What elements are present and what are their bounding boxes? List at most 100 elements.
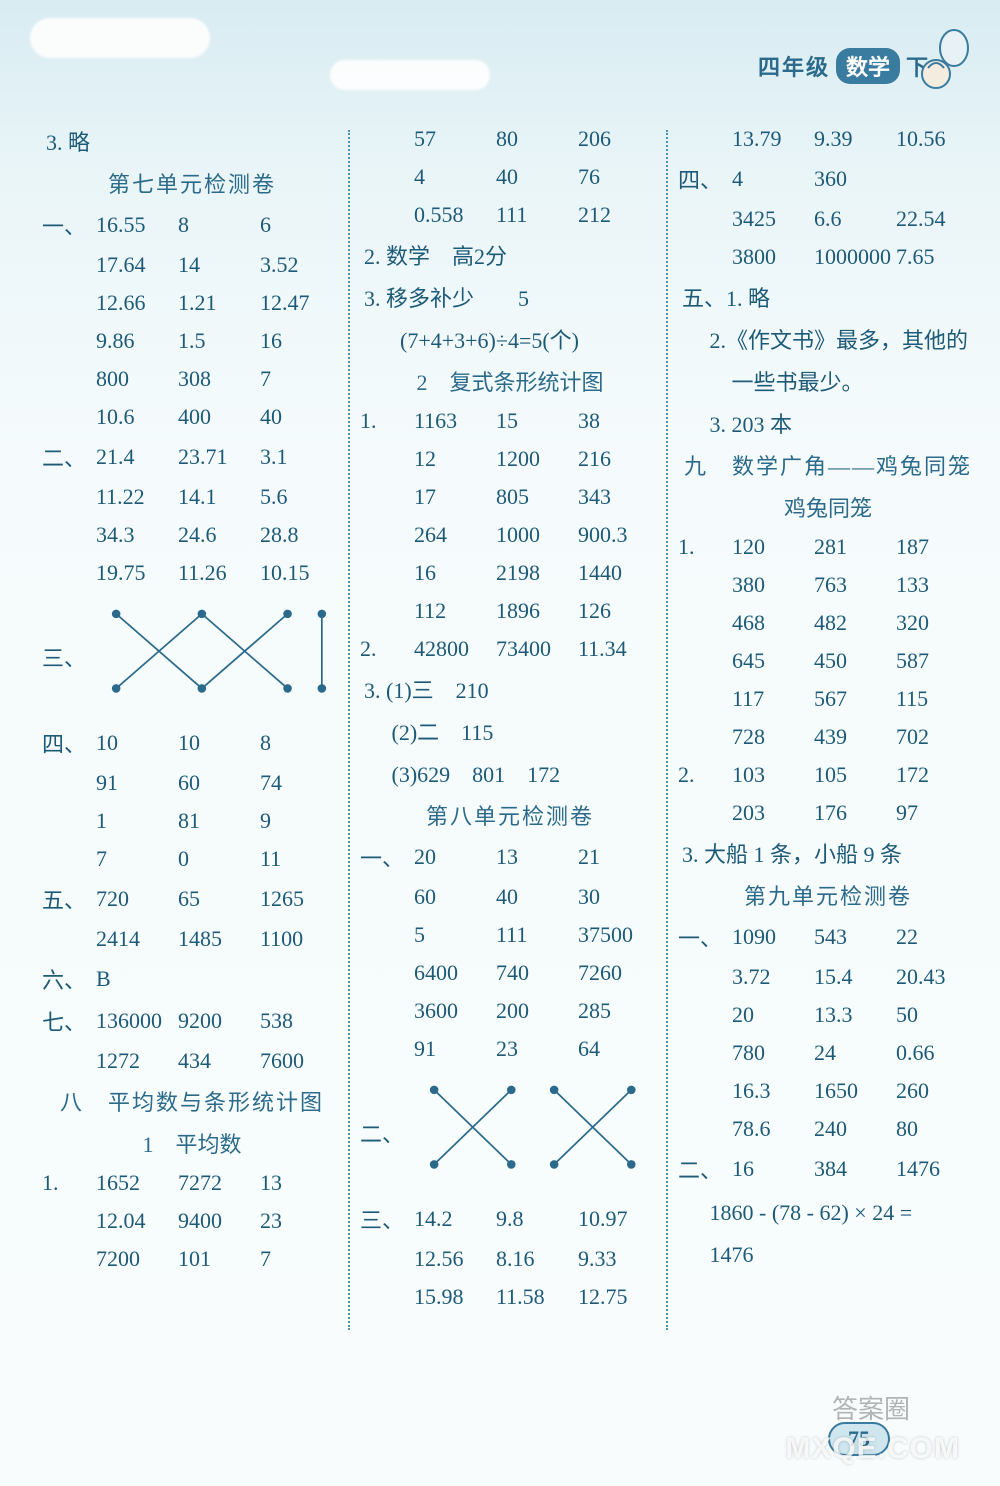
answer-cell: 543 xyxy=(814,924,896,950)
answer-cell: 172 xyxy=(896,762,978,788)
answer-cell: 6400 xyxy=(414,960,496,986)
answer-cell: 728 xyxy=(732,724,814,750)
answer-cell: 763 xyxy=(814,572,896,598)
answer-cell: 9.39 xyxy=(814,126,896,152)
answer-cell: 7200 xyxy=(96,1246,178,1272)
answer-cell: 40 xyxy=(260,404,342,430)
answer-row: 1.1652727213 xyxy=(42,1169,342,1197)
answer-row: 64007407260 xyxy=(360,959,660,987)
answer-cell: 34.3 xyxy=(96,522,178,548)
answer-cell: 8 xyxy=(260,730,342,756)
answer-cell: 1200 xyxy=(496,446,578,472)
answer-cell: 308 xyxy=(178,366,260,392)
text-line: 1860 - (78 - 62) × 24 = xyxy=(678,1195,978,1227)
answer-cell: 103 xyxy=(732,762,814,788)
grade-label: 四年级 xyxy=(758,50,830,82)
answer-cell: 3.72 xyxy=(732,964,814,990)
row-lead: 2. xyxy=(678,762,732,788)
answer-row: 117567115 xyxy=(678,685,978,713)
answer-row: 一、201321 xyxy=(360,841,660,873)
answer-cell: 1 xyxy=(96,808,178,834)
answer-cell: 384 xyxy=(814,1156,896,1182)
answer-row: 四、10108 xyxy=(42,727,342,759)
watermark-text: 答案圈 xyxy=(832,1389,910,1426)
answer-cell: 9200 xyxy=(178,1008,260,1034)
answer-cell: 3.52 xyxy=(260,252,342,278)
answer-block: 5780206440760.558111212 xyxy=(360,125,660,229)
answer-cell: 14.1 xyxy=(178,484,260,510)
page-header: 四年级 数学 下 xyxy=(758,48,930,84)
answer-cell: 60 xyxy=(414,884,496,910)
answer-row: 一、16.5586 xyxy=(42,209,342,241)
answer-cell: 1650 xyxy=(814,1078,896,1104)
answer-cell: 7272 xyxy=(178,1170,260,1196)
answer-cell: 5.6 xyxy=(260,484,342,510)
answer-row: 78.624080 xyxy=(678,1115,978,1143)
answer-row: 728439702 xyxy=(678,723,978,751)
answer-row: 72001017 xyxy=(42,1245,342,1273)
answer-cell: 38 xyxy=(578,408,660,434)
answer-cell: 12.56 xyxy=(414,1246,496,1272)
answer-cell: 434 xyxy=(178,1048,260,1074)
answer-cell: 50 xyxy=(896,1002,978,1028)
answer-cell: 12.47 xyxy=(260,290,342,316)
section-title: 九 数学广角——鸡兔同笼 xyxy=(678,449,978,481)
text-line: 3. 移多补少 5 xyxy=(360,281,660,313)
answer-row: 916074 xyxy=(42,769,342,797)
answer-row: 9.861.516 xyxy=(42,327,342,355)
section-subtitle: 1 平均数 xyxy=(42,1127,342,1159)
answer-row: 五、720651265 xyxy=(42,883,342,915)
answer-cell: 136000 xyxy=(96,1008,178,1034)
column-divider xyxy=(666,130,668,1330)
answer-block: 五、720651265241414851100 xyxy=(42,883,342,953)
row-lead: 一、 xyxy=(678,921,732,953)
answer-cell: 23 xyxy=(260,1208,342,1234)
section-title: 八 平均数与条形统计图 xyxy=(42,1085,342,1117)
answer-cell: 9.86 xyxy=(96,328,178,354)
answer-cell: 4 xyxy=(414,164,496,190)
answer-cell: 91 xyxy=(96,770,178,796)
answer-cell: 7260 xyxy=(578,960,660,986)
answer-cell: 20 xyxy=(732,1002,814,1028)
answer-cell: 1.5 xyxy=(178,328,260,354)
answer-cell: 1265 xyxy=(260,886,342,912)
answer-cell: 14 xyxy=(178,252,260,278)
answer-cell: 7 xyxy=(260,1246,342,1272)
answer-cell: 7 xyxy=(96,846,178,872)
text-line: 3. 略 xyxy=(42,125,342,157)
answer-cell: 439 xyxy=(814,724,896,750)
answer-cell: 40 xyxy=(496,164,578,190)
answer-cell: 17.64 xyxy=(96,252,178,278)
answer-cell: 1485 xyxy=(178,926,260,952)
answer-row: 1121896126 xyxy=(360,597,660,625)
answer-row: 34256.622.54 xyxy=(678,205,978,233)
answer-cell: 1476 xyxy=(896,1156,978,1182)
answer-cell: 450 xyxy=(814,648,896,674)
answer-block: 六、B xyxy=(42,963,342,995)
answer-cell: 9 xyxy=(260,808,342,834)
answer-cell: 21.4 xyxy=(96,444,178,470)
answer-row: 1.120281187 xyxy=(678,533,978,561)
answer-block: 四、1010891607418197011 xyxy=(42,727,342,873)
answer-cell: 200 xyxy=(496,998,578,1024)
answer-row: 15.9811.5812.75 xyxy=(360,1283,660,1311)
answer-cell: 6 xyxy=(260,212,342,238)
answer-cell: 78.6 xyxy=(732,1116,814,1142)
text-line: 1476 xyxy=(678,1237,978,1269)
answer-cell: 10 xyxy=(178,730,260,756)
answer-row: 七、1360009200538 xyxy=(42,1005,342,1037)
answer-cell: 538 xyxy=(260,1008,342,1034)
answer-cell: 15 xyxy=(496,408,578,434)
answer-cell: 360 xyxy=(814,166,896,192)
row-lead: 三、 xyxy=(360,1203,414,1235)
answer-cell: 7600 xyxy=(260,1048,342,1074)
answer-cell: 320 xyxy=(896,610,978,636)
answer-cell: 285 xyxy=(578,998,660,1024)
text-lines: 1860 - (78 - 62) × 24 = 1476 xyxy=(678,1195,978,1269)
answer-cell: 0 xyxy=(178,846,260,872)
answer-cell: 0.558 xyxy=(414,202,496,228)
answer-cell: 11.26 xyxy=(178,560,260,586)
answer-cell: 19.75 xyxy=(96,560,178,586)
answer-cell: 400 xyxy=(178,404,260,430)
answer-cell: 111 xyxy=(496,202,578,228)
